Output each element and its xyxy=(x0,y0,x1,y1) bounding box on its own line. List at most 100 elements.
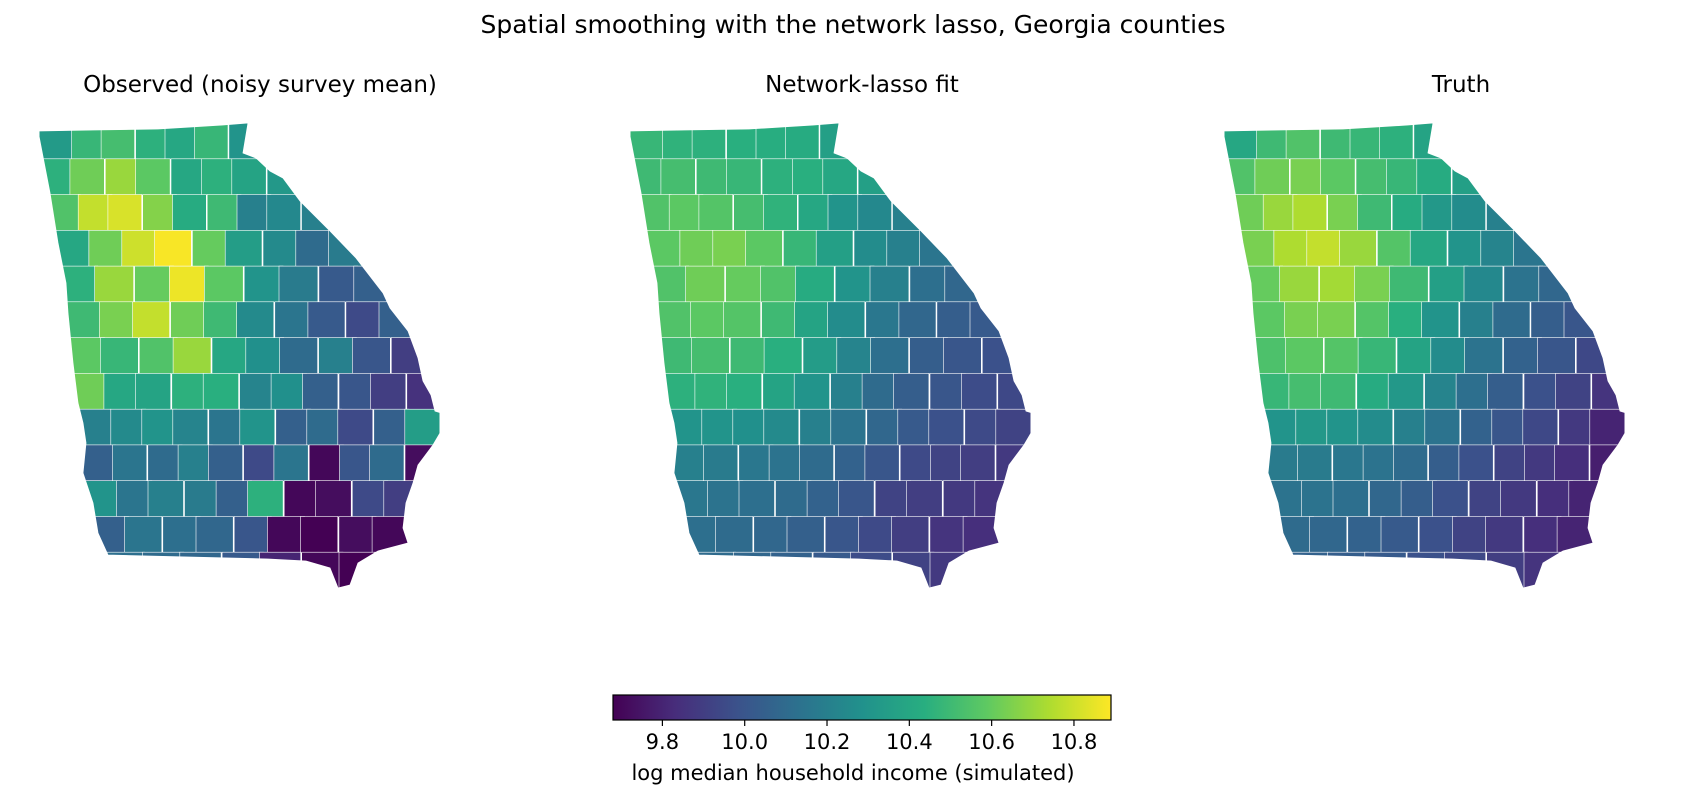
county-cell xyxy=(91,516,129,554)
county-cell xyxy=(1223,123,1259,160)
county-cell xyxy=(1355,301,1394,339)
county-cell xyxy=(224,230,263,267)
county-cell xyxy=(1428,444,1464,482)
county-cell xyxy=(1432,480,1469,518)
county-cell xyxy=(300,516,339,554)
county-cell xyxy=(768,444,804,482)
county-cell xyxy=(184,480,221,518)
county-cell xyxy=(142,551,185,588)
county-cell xyxy=(964,408,1001,446)
county-cell xyxy=(661,373,698,410)
county-cell xyxy=(725,265,765,303)
county-cell xyxy=(1388,301,1427,339)
county-cell xyxy=(172,194,207,232)
county-cell xyxy=(236,301,275,339)
county-cell xyxy=(1554,444,1590,482)
county-cell xyxy=(707,480,744,518)
county-cell xyxy=(897,408,934,446)
county-cell xyxy=(273,444,309,482)
county-cell xyxy=(1356,373,1393,410)
county-cell xyxy=(830,408,867,446)
county-cell xyxy=(404,444,440,482)
county-cell xyxy=(204,265,244,303)
county-cell xyxy=(763,408,800,446)
county-cell xyxy=(116,480,153,518)
county-cell xyxy=(1357,337,1397,375)
county-cell xyxy=(1295,408,1332,446)
county-cell xyxy=(760,265,800,303)
colorbar xyxy=(612,694,1112,726)
county-cell xyxy=(936,301,975,339)
county-cell xyxy=(869,265,910,303)
county-cell xyxy=(1320,373,1357,410)
county-cell xyxy=(1589,408,1626,446)
county-cell xyxy=(1276,516,1314,554)
county-cell xyxy=(761,301,800,339)
county-cell xyxy=(1491,408,1528,446)
county-cell xyxy=(679,230,718,267)
county-cell xyxy=(51,230,90,267)
county-cell xyxy=(1563,301,1602,339)
county-cell xyxy=(390,337,430,375)
county-cell xyxy=(147,480,184,518)
county-cell xyxy=(857,158,893,196)
county-cell xyxy=(1558,408,1595,446)
county-cell xyxy=(231,158,267,196)
county-cell xyxy=(909,337,948,375)
county-cell xyxy=(642,230,681,267)
county-cell xyxy=(961,373,998,410)
county-cell xyxy=(239,373,276,410)
county-cell xyxy=(121,230,159,267)
panel-title-fit: Network-lasso fit xyxy=(765,72,959,98)
county-cell xyxy=(247,480,284,518)
county-cell xyxy=(88,230,127,267)
county-cell xyxy=(1332,444,1368,482)
county-cell xyxy=(738,444,774,482)
county-cell xyxy=(944,265,984,303)
county-cell xyxy=(802,337,842,375)
county-cell xyxy=(1292,194,1328,232)
county-cell xyxy=(274,301,313,339)
county-cell xyxy=(1262,194,1298,232)
county-cell xyxy=(891,516,930,554)
county-cell xyxy=(1575,337,1615,375)
county-cell xyxy=(1349,123,1384,160)
county-cell xyxy=(1536,480,1574,518)
map-truth xyxy=(1222,122,1634,589)
county-cell xyxy=(792,158,828,196)
county-cell xyxy=(929,373,966,410)
county-cell xyxy=(1284,301,1322,339)
county-cell xyxy=(853,230,892,267)
county-cell xyxy=(206,194,242,232)
county-cell xyxy=(103,373,140,410)
county-cell xyxy=(147,444,183,482)
county-cell xyxy=(1492,301,1531,339)
county-cell xyxy=(339,444,375,482)
county-cell xyxy=(337,408,374,446)
colorbar-tick-label: 10.8 xyxy=(1050,730,1098,754)
county-cell xyxy=(775,480,812,518)
county-cell xyxy=(1273,230,1312,267)
county-cell xyxy=(1389,265,1429,303)
county-cell xyxy=(203,301,242,339)
county-cell xyxy=(981,337,1021,375)
county-cell xyxy=(1319,265,1359,303)
county-cell xyxy=(830,373,867,410)
county-cell xyxy=(898,301,937,339)
county-cell xyxy=(733,551,776,588)
county-cell xyxy=(139,337,178,375)
colorbar-tick-label: 9.8 xyxy=(645,730,680,754)
county-cell xyxy=(236,194,272,232)
county-cell xyxy=(1421,194,1457,232)
county-cell xyxy=(691,337,730,375)
county-cell xyxy=(865,301,904,339)
county-cell xyxy=(301,551,344,588)
county-cell xyxy=(660,158,696,196)
county-cell xyxy=(866,408,903,446)
county-cell xyxy=(202,373,239,410)
county-cell xyxy=(58,265,99,303)
county-cell xyxy=(834,444,870,482)
county-cell xyxy=(1503,265,1544,303)
county-cell xyxy=(1589,444,1625,482)
county-cell xyxy=(406,373,443,410)
